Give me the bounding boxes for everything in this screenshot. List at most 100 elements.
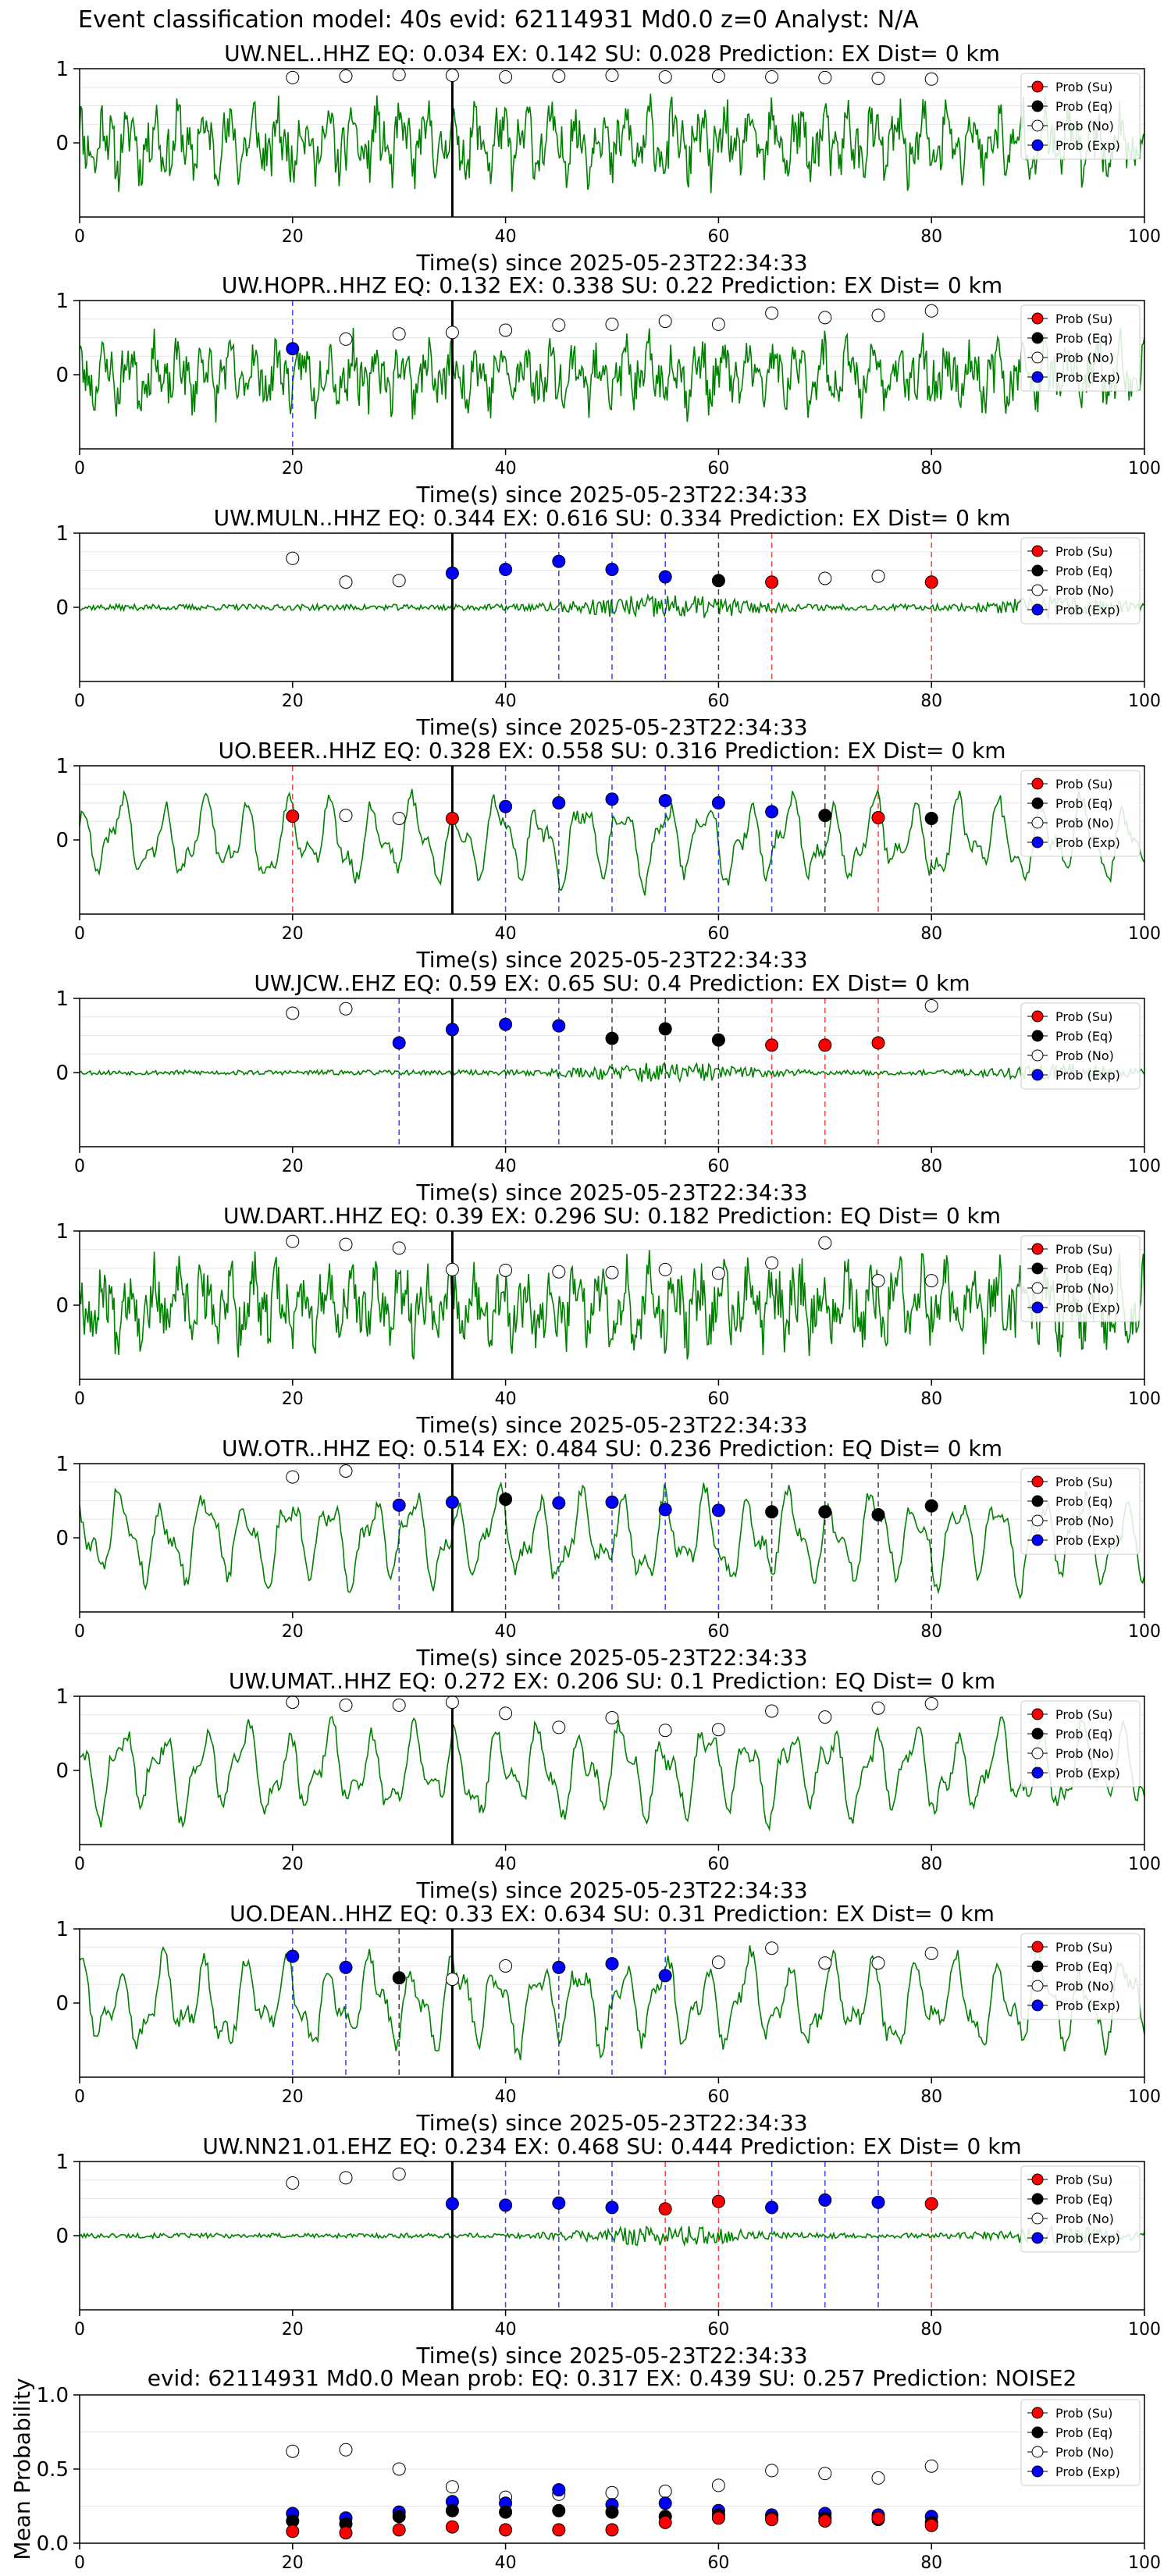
legend-marker-no <box>1031 1282 1044 1294</box>
legend-frame <box>1020 1933 1141 2020</box>
legend-marker-eq <box>1031 797 1044 809</box>
prob-marker-eq <box>605 1031 619 1045</box>
y-tick-label: 1 <box>55 1685 69 1709</box>
legend: Prob (Su) Prob (Eq) Prob (No) Prob (Exp) <box>1020 2165 1141 2253</box>
x-tick-label: 20 <box>282 692 304 711</box>
panel-title: UW.NEL..HHZ EQ: 0.034 EX: 0.142 SU: 0.02… <box>224 41 1000 66</box>
legend-label: Prob (Exp) <box>1055 1533 1120 1548</box>
station-panel: UW.OTR..HHZ EQ: 0.514 EX: 0.484 SU: 0.23… <box>55 1436 1161 1670</box>
waveform-trace <box>80 327 1144 423</box>
mean-marker-su <box>871 2511 885 2525</box>
station-panel: UW.NN21.01.EHZ EQ: 0.234 EX: 0.468 SU: 0… <box>55 2133 1161 2368</box>
prob-marker-no <box>924 72 938 86</box>
prob-marker-eq <box>711 574 725 588</box>
prob-marker-no <box>392 811 406 825</box>
panel-title: UW.OTR..HHZ EQ: 0.514 EX: 0.484 SU: 0.23… <box>222 1436 1002 1461</box>
legend-marker-eq <box>1031 1727 1044 1740</box>
station-panel: UW.JCW..EHZ EQ: 0.59 EX: 0.65 SU: 0.4 Pr… <box>55 970 1161 1205</box>
legend-label: Prob (Su) <box>1055 777 1112 792</box>
prob-marker-exp <box>445 1023 459 1037</box>
x-tick-label: 20 <box>282 924 304 944</box>
x-tick-label: 20 <box>282 1855 304 1874</box>
legend-label: Prob (Eq) <box>1055 1727 1112 1742</box>
prob-marker-no <box>445 69 459 83</box>
prob-marker-su <box>924 575 938 589</box>
legend-marker-su <box>1031 1708 1044 1720</box>
x-tick-label: 0 <box>74 2320 85 2339</box>
legend-marker-su <box>1031 2173 1044 2186</box>
prob-marker-no <box>711 1723 725 1737</box>
x-axis-label: Time(s) since 2025-05-23T22:34:33 <box>415 1179 807 1205</box>
legend-frame <box>1020 2399 1141 2486</box>
prob-marker-exp <box>392 1498 406 1512</box>
prob-marker-su <box>658 2202 672 2216</box>
legend-frame <box>1020 73 1141 160</box>
prob-marker-no <box>765 69 779 84</box>
prob-marker-no <box>818 311 832 325</box>
legend-label: Prob (Exp) <box>1055 2464 1120 2479</box>
x-tick-label: 20 <box>282 227 304 247</box>
legend-label: Prob (Su) <box>1055 80 1112 94</box>
prob-marker-exp <box>499 1017 513 1031</box>
prob-marker-no <box>658 1262 672 1276</box>
prob-marker-no <box>605 69 619 83</box>
x-tick-label: 20 <box>282 2553 304 2573</box>
legend-marker-exp <box>1031 1767 1044 1779</box>
legend-marker-exp <box>1031 836 1044 849</box>
prob-marker-exp <box>552 1960 566 1974</box>
prob-marker-no <box>605 1265 619 1279</box>
x-tick-label: 60 <box>707 2320 729 2339</box>
plot-frame <box>79 1230 1145 1380</box>
x-tick-label: 60 <box>707 692 729 711</box>
y-tick-label: 1 <box>55 1220 69 1244</box>
x-tick-label: 80 <box>920 227 942 247</box>
legend-label: Prob (No) <box>1055 816 1114 831</box>
prob-marker-no <box>818 70 832 84</box>
prob-marker-no <box>339 1698 353 1712</box>
x-tick-label: 100 <box>1128 1622 1161 1642</box>
prob-marker-su <box>445 811 459 825</box>
x-tick-label: 40 <box>495 227 517 247</box>
y-axis-label: Mean Probability <box>9 2378 35 2560</box>
legend-label: Prob (Eq) <box>1055 1261 1112 1276</box>
prob-marker-exp <box>552 1019 566 1033</box>
y-tick-label: 1 <box>55 1453 69 1476</box>
prob-marker-no <box>818 1710 832 1724</box>
prob-marker-exp <box>499 563 513 577</box>
x-tick-label: 80 <box>920 924 942 944</box>
x-tick-label: 100 <box>1128 2553 1161 2573</box>
prob-marker-no <box>552 1265 566 1279</box>
legend: Prob (Su) Prob (Eq) Prob (No) Prob (Exp) <box>1020 1235 1141 1322</box>
waveform-trace <box>80 1250 1144 1360</box>
x-tick-label: 0 <box>74 692 85 711</box>
legend-marker-su <box>1031 1243 1044 1255</box>
x-tick-label: 0 <box>74 459 85 479</box>
legend-frame <box>1020 1235 1141 1322</box>
station-panel: UW.UMAT..HHZ EQ: 0.272 EX: 0.206 SU: 0.1… <box>55 1668 1161 1903</box>
y-tick-label: 1.0 <box>37 2384 69 2407</box>
prob-marker-no <box>499 1706 513 1720</box>
prob-marker-no <box>286 1695 300 1710</box>
legend-label: Prob (Su) <box>1055 1242 1112 1257</box>
prob-marker-no <box>605 317 619 331</box>
prob-marker-no <box>658 1724 672 1738</box>
prob-marker-no <box>711 317 725 331</box>
mean-marker-su <box>445 2520 459 2534</box>
x-tick-label: 40 <box>495 1389 517 1409</box>
legend-label: Prob (Eq) <box>1055 1494 1112 1509</box>
y-tick-label: 1 <box>55 58 69 81</box>
x-tick-label: 80 <box>920 1622 942 1642</box>
legend-marker-exp <box>1031 1069 1044 1081</box>
prob-marker-no <box>339 2171 353 2185</box>
prob-marker-exp <box>765 805 779 819</box>
prob-marker-no <box>818 571 832 585</box>
prob-marker-exp <box>658 570 672 584</box>
prob-marker-no <box>765 306 779 320</box>
legend-marker-exp <box>1031 1534 1044 1546</box>
prob-marker-no <box>286 70 300 84</box>
x-tick-label: 20 <box>282 2087 304 2107</box>
prob-marker-exp <box>552 2196 566 2210</box>
panel-title: UW.MULN..HHZ EQ: 0.344 EX: 0.616 SU: 0.3… <box>214 505 1011 531</box>
mean-marker-su <box>339 2526 353 2540</box>
